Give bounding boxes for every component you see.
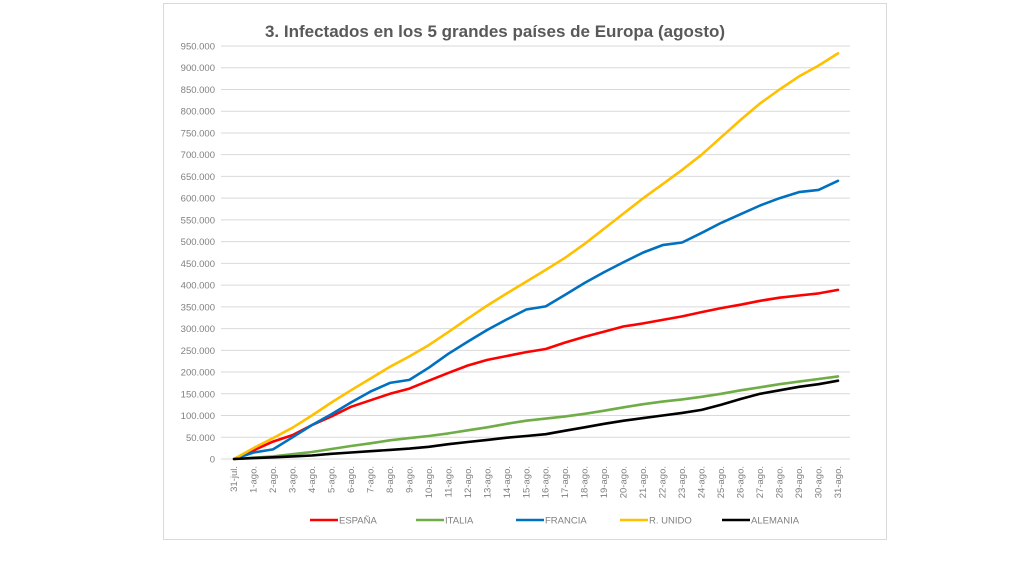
x-tick-label: 23-ago. bbox=[677, 466, 688, 498]
x-tick-label: 29-ago. bbox=[794, 466, 805, 498]
gridlines bbox=[221, 45, 850, 460]
legend-item: ALEMANIA bbox=[722, 516, 800, 527]
legend-label: R. UNIDO bbox=[649, 516, 692, 527]
y-tick-label: 700.000 bbox=[181, 150, 215, 161]
series-line-francia bbox=[232, 179, 840, 461]
y-tick-label: 150.000 bbox=[181, 389, 215, 400]
legend-item: ITALIA bbox=[416, 516, 474, 527]
legend-item: FRANCIA bbox=[516, 516, 587, 527]
legend-label: ALEMANIA bbox=[751, 516, 800, 527]
line-chart: 3. Infectados en los 5 grandes países de… bbox=[181, 22, 850, 527]
y-tick-label: 250.000 bbox=[181, 346, 215, 357]
x-tick-label: 30-ago. bbox=[814, 466, 825, 498]
legend-label: ITALIA bbox=[445, 516, 474, 527]
y-tick-label: 900.000 bbox=[181, 63, 215, 74]
x-axis-tick-labels: 31-jul. 1-ago. 2-ago. 3-ago. 4-ago. 5-ago. 6-a… bbox=[229, 466, 844, 498]
x-tick-label: 11-ago. bbox=[443, 466, 454, 498]
chart-title: 3. Infectados en los 5 grandes países de… bbox=[265, 22, 725, 41]
x-tick-label: 21-ago. bbox=[638, 466, 649, 498]
legend-label: FRANCIA bbox=[545, 516, 587, 527]
series-line-italia bbox=[232, 375, 840, 461]
y-tick-label: 500.000 bbox=[181, 237, 215, 248]
x-tick-label: 22-ago. bbox=[658, 466, 669, 498]
x-tick-label: 25-ago. bbox=[716, 466, 727, 498]
x-tick-label: 12-ago. bbox=[463, 466, 474, 498]
x-tick-label: 17-ago. bbox=[560, 466, 571, 498]
y-tick-label: 800.000 bbox=[181, 107, 215, 118]
x-tick-label: 15-ago. bbox=[521, 466, 532, 498]
y-tick-label: 650.000 bbox=[181, 172, 215, 183]
y-tick-label: 950.000 bbox=[181, 42, 215, 53]
x-tick-label: 10-ago. bbox=[424, 466, 435, 498]
legend: ESPAÑA ITALIA FRANCIA R. UNIDO ALEMANIA bbox=[310, 516, 800, 527]
series-lines bbox=[232, 52, 840, 461]
x-tick-label: 19-ago. bbox=[599, 466, 610, 498]
x-tick-label: 4-ago. bbox=[307, 466, 318, 493]
x-tick-label: 6-ago. bbox=[346, 466, 357, 493]
x-tick-label: 5-ago. bbox=[326, 466, 337, 493]
y-tick-label: 300.000 bbox=[181, 324, 215, 335]
y-tick-label: 450.000 bbox=[181, 259, 215, 270]
x-tick-label: 31-jul. bbox=[229, 466, 240, 492]
x-tick-label: 26-ago. bbox=[736, 466, 747, 498]
x-tick-label: 3-ago. bbox=[287, 466, 298, 493]
chart-frame: 3. Infectados en los 5 grandes países de… bbox=[163, 3, 887, 540]
y-tick-label: 0 bbox=[210, 455, 215, 466]
y-tick-label: 750.000 bbox=[181, 128, 215, 139]
legend-item: R. UNIDO bbox=[620, 516, 692, 527]
y-tick-label: 350.000 bbox=[181, 302, 215, 313]
x-tick-label: 16-ago. bbox=[541, 466, 552, 498]
y-tick-label: 600.000 bbox=[181, 194, 215, 205]
x-tick-label: 1-ago. bbox=[248, 466, 259, 493]
legend-item: ESPAÑA bbox=[310, 516, 378, 527]
x-tick-label: 28-ago. bbox=[775, 466, 786, 498]
y-tick-label: 100.000 bbox=[181, 411, 215, 422]
legend-label: ESPAÑA bbox=[339, 516, 378, 527]
x-tick-label: 20-ago. bbox=[619, 466, 630, 498]
x-tick-label: 2-ago. bbox=[268, 466, 279, 493]
x-tick-label: 14-ago. bbox=[502, 466, 513, 498]
y-tick-label: 50.000 bbox=[186, 433, 215, 444]
series-line-alemania bbox=[232, 379, 840, 461]
y-tick-label: 850.000 bbox=[181, 85, 215, 96]
y-axis-tick-labels: 0 50.000 100.000 150.000 200.000 250.000 300.0… bbox=[181, 42, 215, 466]
series-line-espana bbox=[232, 288, 840, 461]
x-tick-label: 9-ago. bbox=[404, 466, 415, 493]
x-tick-label: 27-ago. bbox=[755, 466, 766, 498]
y-tick-label: 200.000 bbox=[181, 368, 215, 379]
x-tick-label: 7-ago. bbox=[365, 466, 376, 493]
x-tick-label: 13-ago. bbox=[482, 466, 493, 498]
x-tick-label: 31-ago. bbox=[833, 466, 844, 498]
x-tick-label: 18-ago. bbox=[580, 466, 591, 498]
x-tick-label: 24-ago. bbox=[697, 466, 708, 498]
y-tick-label: 400.000 bbox=[181, 281, 215, 292]
x-tick-label: 8-ago. bbox=[385, 466, 396, 493]
series-line-r-unido bbox=[232, 52, 840, 461]
y-tick-label: 550.000 bbox=[181, 215, 215, 226]
